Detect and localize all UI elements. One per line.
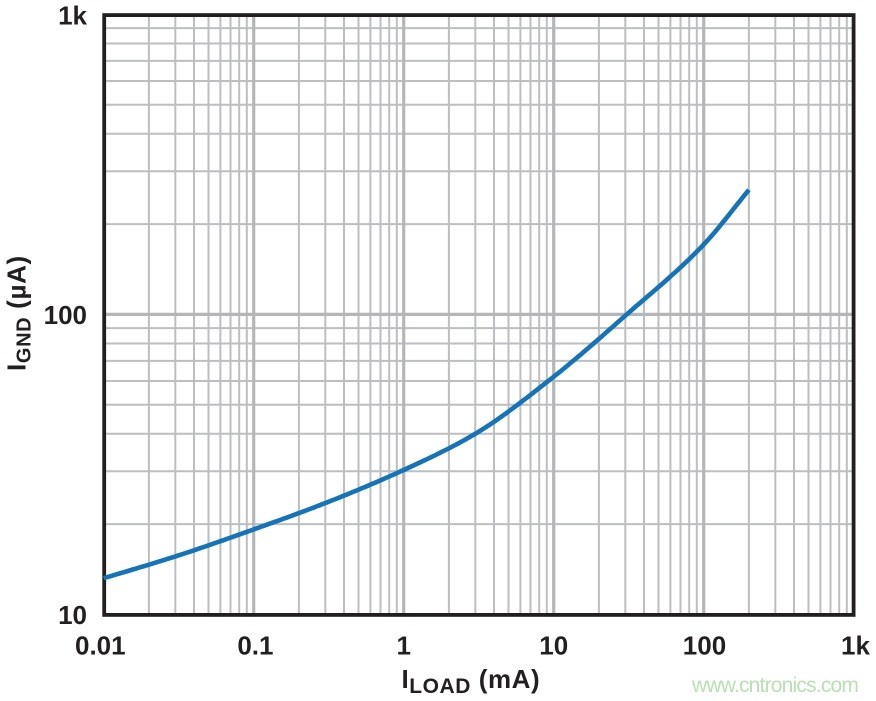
svg-text:100: 100 bbox=[44, 300, 87, 330]
svg-text:0.01: 0.01 bbox=[75, 630, 126, 660]
svg-text:0.1: 0.1 bbox=[237, 630, 273, 660]
svg-text:www.cntronics.com: www.cntronics.com bbox=[691, 674, 858, 697]
svg-text:1k: 1k bbox=[58, 1, 87, 31]
svg-text:10: 10 bbox=[539, 630, 568, 660]
svg-text:10: 10 bbox=[58, 600, 87, 630]
svg-text:1: 1 bbox=[396, 630, 410, 660]
svg-text:ILOAD (mA): ILOAD (mA) bbox=[402, 664, 541, 698]
svg-text:100: 100 bbox=[683, 630, 726, 660]
svg-text:IGND (µA): IGND (µA) bbox=[1, 255, 35, 371]
svg-text:1k: 1k bbox=[841, 630, 870, 660]
